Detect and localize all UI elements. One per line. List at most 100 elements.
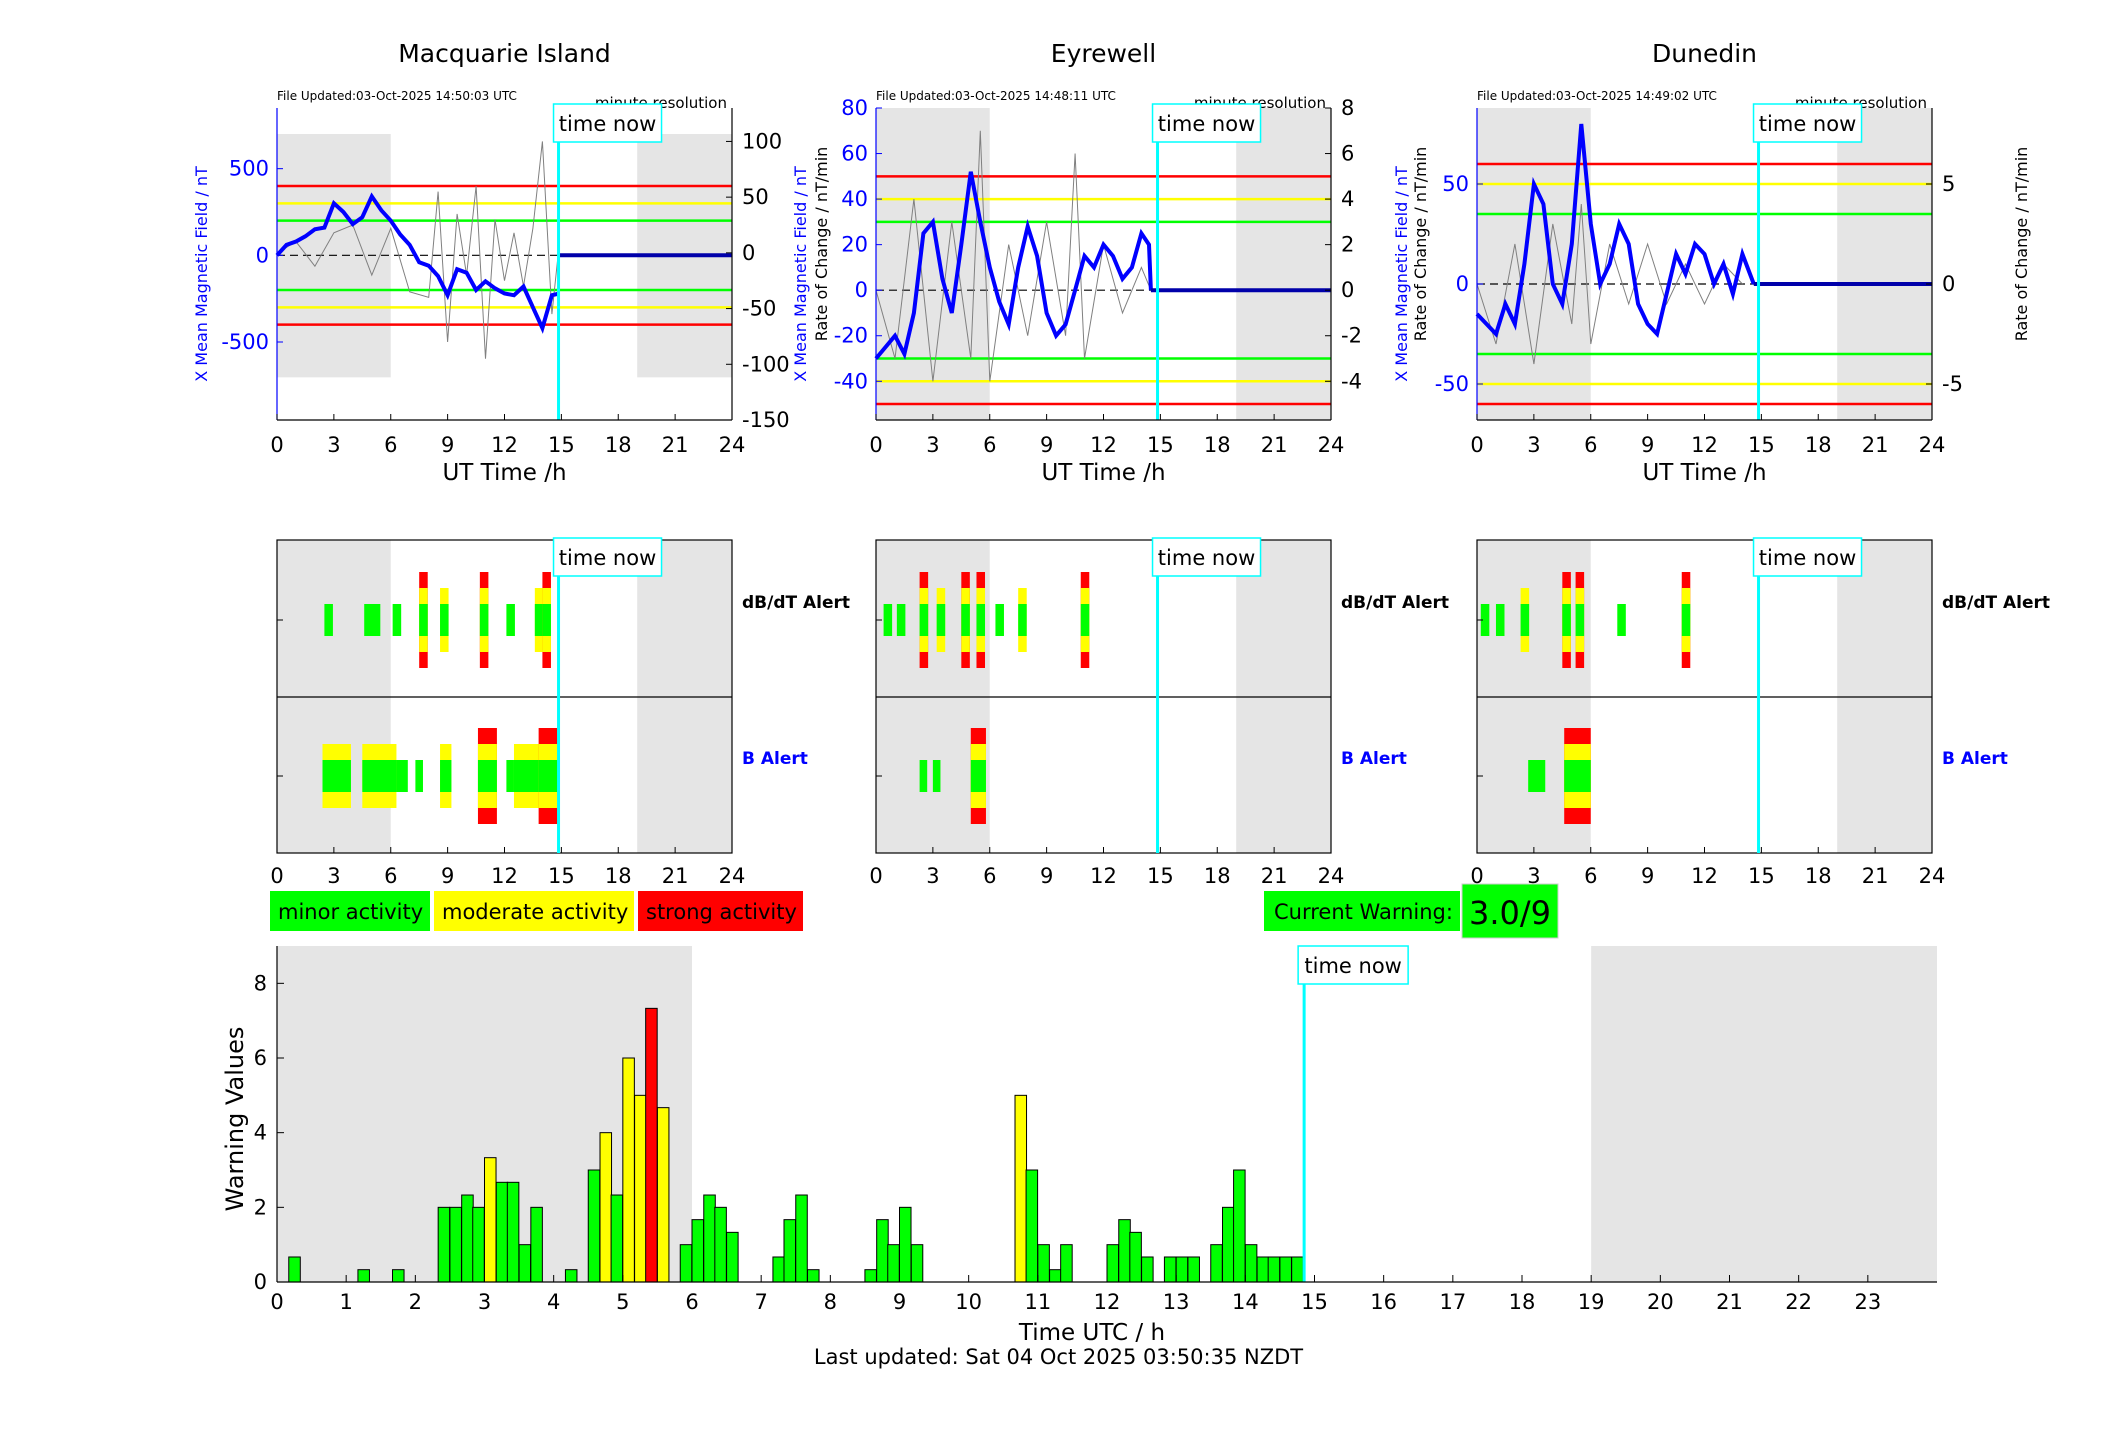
right-tick-label: 100	[742, 129, 782, 153]
y-tick-label: 6	[254, 1046, 267, 1070]
b-alert-mark	[440, 760, 452, 792]
right-tick-label: 4	[1341, 187, 1354, 211]
x-tick-label: 21	[662, 864, 689, 888]
time-now-label: time now	[1304, 954, 1401, 978]
x-tick-label: 9	[1641, 433, 1654, 457]
warning-bar	[518, 1244, 532, 1283]
warning-bar	[1118, 1219, 1131, 1283]
legend-moderate-label: moderate activity	[442, 900, 628, 924]
left-tick-label: -50	[1435, 372, 1469, 396]
y-tick-label: 4	[254, 1121, 267, 1145]
left-tick-label: -40	[834, 369, 868, 393]
warning-bar	[357, 1269, 370, 1283]
alert-panel-2: dB/dT Alert B Alert time now 0 3 6 9 12 15 18 21 24	[1470, 537, 2050, 888]
warning-bar	[795, 1194, 808, 1283]
warning-bar	[807, 1269, 820, 1283]
left-axis-label: X Mean Magnetic Field / nT	[1392, 166, 1411, 382]
x-tick-label: 0	[270, 1290, 283, 1314]
b-alert-mark	[1564, 760, 1591, 792]
left-axis-label: X Mean Magnetic Field / nT	[791, 166, 810, 382]
x-axis-label: UT Time /h	[1642, 460, 1766, 486]
b-alert-mark	[919, 760, 928, 792]
right-tick-label: 5	[1942, 172, 1955, 196]
alert-panel-1: dB/dT Alert B Alert time now 0 3 6 9 12 15 18 21 24	[869, 537, 1449, 888]
x-tick-label: 0	[270, 433, 283, 457]
x-tick-label: 17	[1439, 1290, 1466, 1314]
time-now-box	[552, 103, 663, 143]
b-alert-mark	[477, 760, 497, 792]
current-warning-label: Current Warning:	[1274, 900, 1453, 924]
x-axis-label: UT Time /h	[1041, 460, 1165, 486]
dbdt-alert-mark	[506, 604, 515, 636]
warning-bar	[910, 1244, 924, 1283]
dbdt-alert-label: dB/dT Alert	[742, 593, 850, 613]
x-tick-label: 18	[1805, 433, 1832, 457]
time-now-label: time now	[559, 112, 656, 136]
warning-bar	[564, 1269, 578, 1283]
y-tick-label: 0	[254, 1270, 267, 1294]
dbdt-alert-mark	[1575, 604, 1585, 636]
x-tick-label: 3	[1527, 864, 1540, 888]
warning-bar	[691, 1219, 705, 1283]
x-tick-label: 8	[824, 1290, 837, 1314]
warning-bar	[1049, 1269, 1062, 1283]
warning-bar	[1037, 1244, 1050, 1283]
warning-bar	[1244, 1244, 1258, 1283]
right-tick-label: 8	[1341, 96, 1354, 120]
warning-bar	[876, 1219, 889, 1283]
dbdt-alert-mark	[371, 604, 381, 636]
right-axis-label: Rate of Change / nT/min	[1411, 147, 1430, 342]
dbdt-alert-label: dB/dT Alert	[1341, 593, 1449, 613]
right-tick-label: 2	[1341, 233, 1354, 257]
field-trace	[1475, 123, 1756, 339]
station-panel-0: Macquarie Island File Updated:03-Oct-2025…	[192, 39, 831, 486]
x-tick-label: 5	[616, 1290, 629, 1314]
legend-minor-swatch	[270, 891, 430, 931]
warning-bar	[899, 1206, 912, 1283]
warning-bar	[1175, 1256, 1189, 1283]
b-alert-mark	[415, 760, 423, 792]
x-tick-label: 2	[409, 1290, 422, 1314]
left-tick-label: 50	[1442, 172, 1469, 196]
night-shade	[1236, 108, 1331, 420]
rate-of-change-trace	[276, 141, 560, 359]
file-updated-text: File Updated:03-Oct-2025 14:48:11 UTC	[876, 89, 1116, 103]
b-alert-mark	[362, 760, 397, 792]
b-alert-mark	[513, 760, 543, 792]
dbdt-alert-mark	[976, 604, 986, 636]
dbdt-alert-mark	[542, 604, 551, 636]
x-tick-label: 12	[1090, 433, 1117, 457]
right-tick-label: -2	[1341, 324, 1362, 348]
x-tick-label: 9	[1040, 864, 1053, 888]
x-tick-label: 6	[685, 1290, 698, 1314]
x-tick-label: 23	[1854, 1290, 1881, 1314]
activity-legend: minor activity moderate activity strong ac…	[270, 891, 803, 931]
dbdt-alert-mark	[1080, 604, 1090, 636]
x-tick-label: 21	[1862, 433, 1889, 457]
x-tick-label: 21	[1261, 433, 1288, 457]
right-tick-label: 0	[742, 241, 755, 265]
x-tick-label: 14	[1232, 1290, 1259, 1314]
warning-bar	[656, 1107, 670, 1283]
dbdt-alert-mark	[364, 604, 373, 636]
x-tick-label: 4	[547, 1290, 560, 1314]
dbdt-alert-mark	[1617, 604, 1626, 636]
x-tick-label: 0	[869, 433, 882, 457]
time-now-box	[1752, 537, 1863, 577]
warning-bar	[1106, 1244, 1120, 1283]
current-warning-value: 3.0/9	[1469, 894, 1551, 932]
field-trace	[874, 171, 1153, 360]
alert-panel-0: dB/dT Alert B Alert time now 0 3 6 9 12 15 18 21 24	[270, 537, 850, 888]
dbdt-alert-mark	[440, 604, 449, 636]
warning-bar	[772, 1256, 785, 1283]
x-tick-label: 18	[605, 864, 632, 888]
file-updated-text: File Updated:03-Oct-2025 14:50:03 UTC	[277, 89, 517, 103]
warning-bar	[1291, 1256, 1304, 1283]
x-tick-label: 12	[491, 433, 518, 457]
legend-strong-label: strong activity	[646, 900, 797, 924]
dbdt-alert-mark	[883, 604, 893, 636]
x-tick-label: 6	[384, 433, 397, 457]
warning-bar	[634, 1094, 647, 1283]
x-tick-label: 3	[926, 864, 939, 888]
